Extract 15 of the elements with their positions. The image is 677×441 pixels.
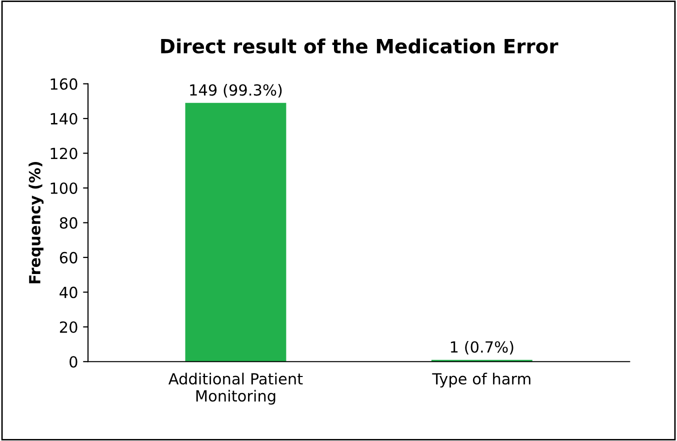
x-tick-label: Type of harm <box>432 372 530 388</box>
y-axis-title: Frequency (%) <box>28 162 44 284</box>
y-tick-label: 60 <box>60 252 78 264</box>
y-tick-label: 0 <box>70 356 78 368</box>
chart-title: Direct result of the Medication Error <box>161 38 558 54</box>
y-tick-label: 40 <box>60 286 78 298</box>
y-tick-label: 20 <box>60 321 78 333</box>
y-tick-label: 120 <box>50 148 78 160</box>
data-label: 1 (0.7%) <box>450 340 514 355</box>
data-label: 149 (99.3%) <box>190 84 282 98</box>
y-tick-label: 80 <box>60 217 78 229</box>
y-tick-label: 140 <box>50 112 78 125</box>
x-tick-label: Additional Patient Monitoring <box>168 372 303 405</box>
y-tick-label: 160 <box>50 78 78 90</box>
y-tick-label: 100 <box>50 182 78 194</box>
